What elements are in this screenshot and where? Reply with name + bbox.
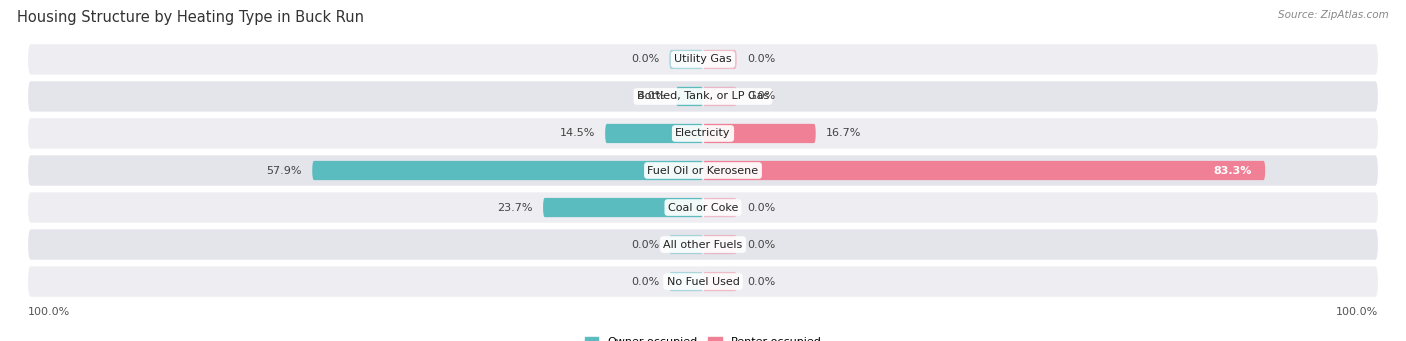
FancyBboxPatch shape (669, 272, 703, 291)
Text: 0.0%: 0.0% (747, 239, 775, 250)
FancyBboxPatch shape (28, 44, 1378, 75)
Text: 4.0%: 4.0% (637, 91, 666, 102)
Text: 83.3%: 83.3% (1213, 165, 1251, 176)
FancyBboxPatch shape (605, 124, 703, 143)
Text: 0.0%: 0.0% (631, 277, 659, 286)
FancyBboxPatch shape (28, 192, 1378, 223)
FancyBboxPatch shape (312, 161, 703, 180)
Text: 0.0%: 0.0% (747, 91, 775, 102)
Text: 0.0%: 0.0% (631, 55, 659, 64)
FancyBboxPatch shape (703, 198, 737, 217)
Text: 0.0%: 0.0% (747, 203, 775, 212)
FancyBboxPatch shape (703, 124, 815, 143)
FancyBboxPatch shape (703, 87, 737, 106)
Text: 23.7%: 23.7% (498, 203, 533, 212)
Text: 0.0%: 0.0% (747, 277, 775, 286)
FancyBboxPatch shape (703, 272, 737, 291)
FancyBboxPatch shape (28, 229, 1378, 260)
Text: Electricity: Electricity (675, 129, 731, 138)
FancyBboxPatch shape (28, 155, 1378, 186)
Text: Coal or Coke: Coal or Coke (668, 203, 738, 212)
Text: Housing Structure by Heating Type in Buck Run: Housing Structure by Heating Type in Buc… (17, 10, 364, 25)
Text: 0.0%: 0.0% (631, 239, 659, 250)
Text: 0.0%: 0.0% (747, 55, 775, 64)
FancyBboxPatch shape (703, 235, 737, 254)
FancyBboxPatch shape (669, 235, 703, 254)
FancyBboxPatch shape (28, 81, 1378, 112)
Text: No Fuel Used: No Fuel Used (666, 277, 740, 286)
Text: All other Fuels: All other Fuels (664, 239, 742, 250)
Text: 16.7%: 16.7% (825, 129, 862, 138)
Text: Fuel Oil or Kerosene: Fuel Oil or Kerosene (647, 165, 759, 176)
FancyBboxPatch shape (543, 198, 703, 217)
FancyBboxPatch shape (703, 161, 1265, 180)
FancyBboxPatch shape (703, 50, 737, 69)
Text: 14.5%: 14.5% (560, 129, 595, 138)
Text: 57.9%: 57.9% (267, 165, 302, 176)
FancyBboxPatch shape (28, 118, 1378, 149)
Legend: Owner-occupied, Renter-occupied: Owner-occupied, Renter-occupied (581, 332, 825, 341)
FancyBboxPatch shape (669, 50, 703, 69)
Text: Utility Gas: Utility Gas (675, 55, 731, 64)
Text: 100.0%: 100.0% (1336, 308, 1378, 317)
Text: 100.0%: 100.0% (28, 308, 70, 317)
FancyBboxPatch shape (676, 87, 703, 106)
FancyBboxPatch shape (28, 266, 1378, 297)
Text: Bottled, Tank, or LP Gas: Bottled, Tank, or LP Gas (637, 91, 769, 102)
Text: Source: ZipAtlas.com: Source: ZipAtlas.com (1278, 10, 1389, 20)
